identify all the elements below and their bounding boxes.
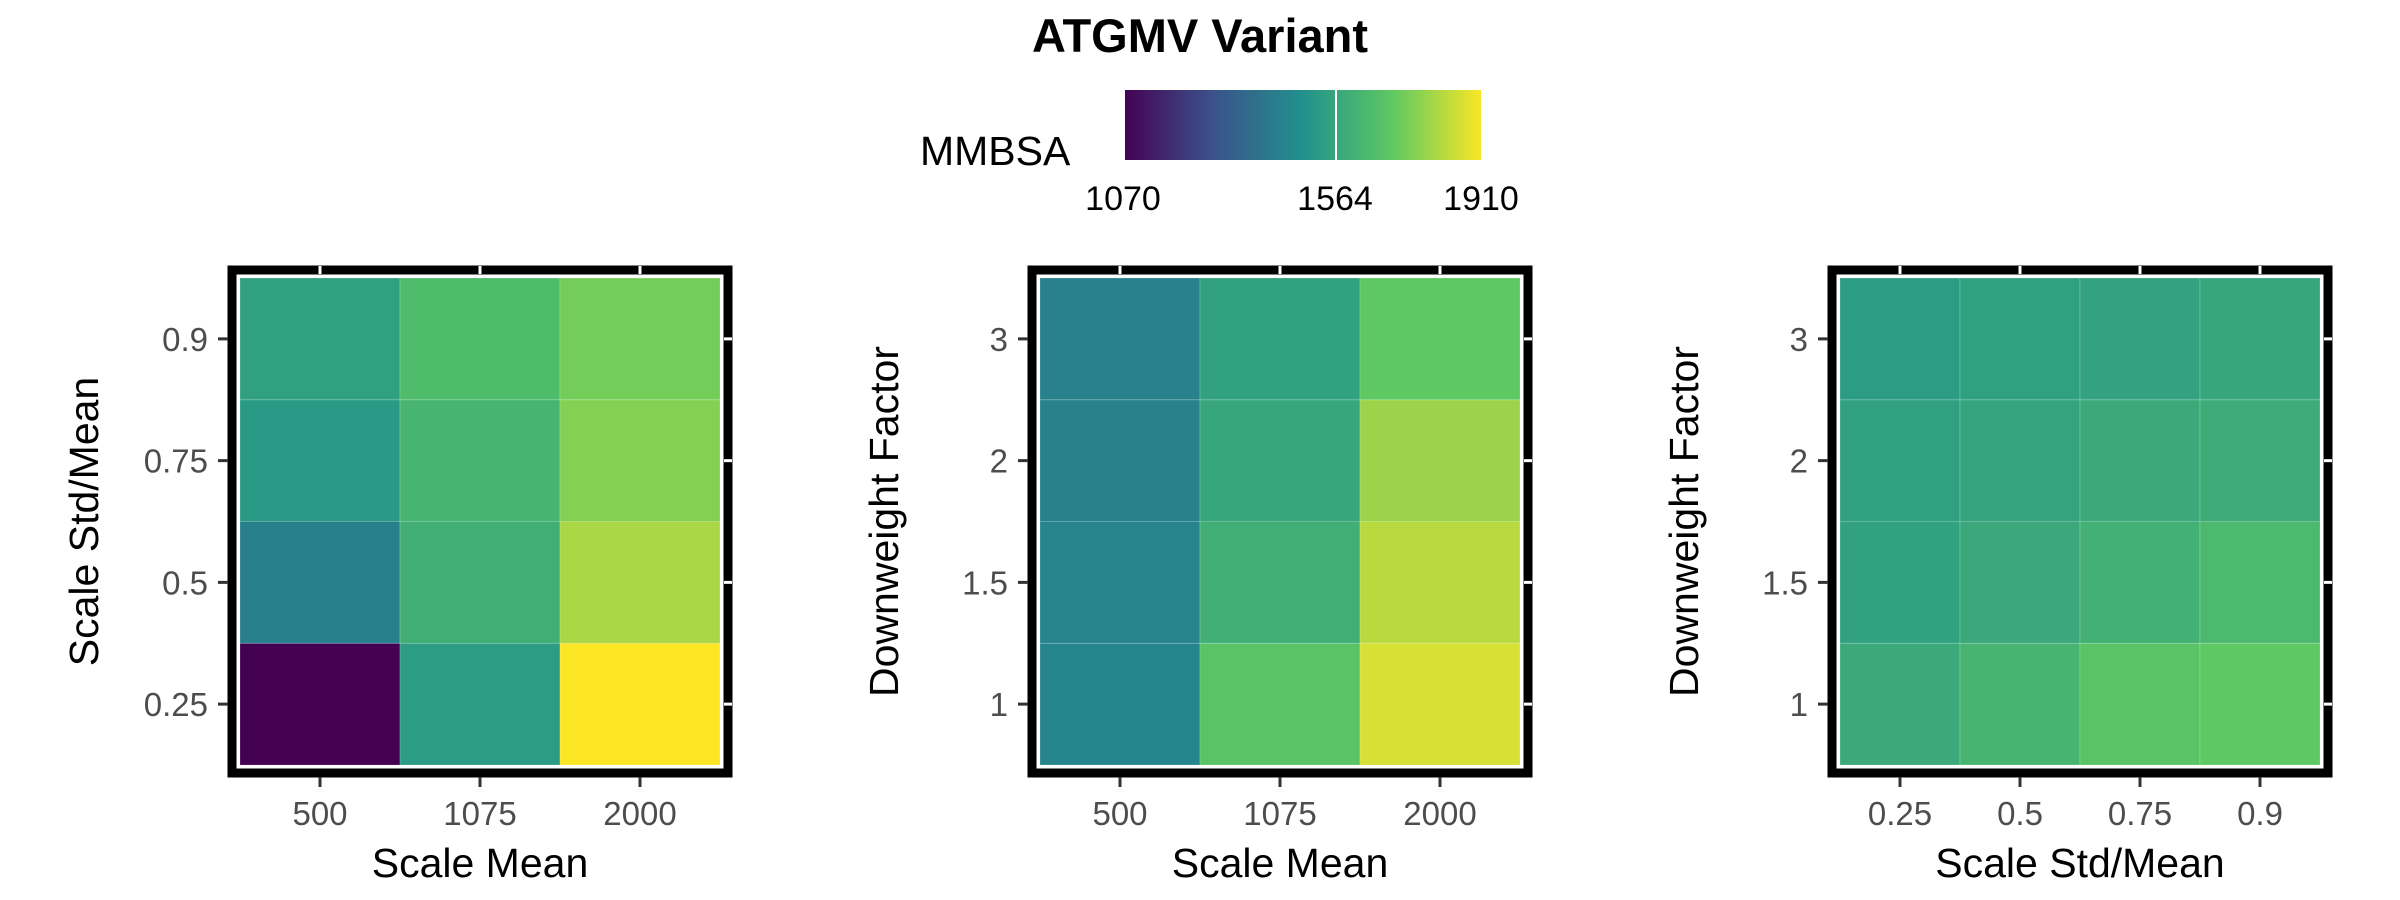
y-axis-label: Downweight Factor <box>861 346 907 697</box>
heatmap-cell <box>559 277 721 401</box>
heatmap-cell <box>1039 642 1201 766</box>
heatmap-cell <box>239 642 401 766</box>
heatmap-cell <box>2199 521 2321 644</box>
heatmap-cell <box>1959 642 2081 766</box>
heatmap-cell <box>1359 521 1521 644</box>
y-axis-label: Downweight Factor <box>1661 346 1707 697</box>
x-tick-label: 1075 <box>443 795 516 832</box>
y-tick-label: 1 <box>1790 686 1808 723</box>
heatmap-cell <box>239 399 401 522</box>
y-tick-label: 2 <box>990 443 1008 480</box>
y-tick-label: 3 <box>990 321 1008 358</box>
x-tick-label: 0.75 <box>2108 795 2172 832</box>
chart-title: ATGMV Variant <box>1031 9 1369 62</box>
heatmap-cell <box>2199 277 2321 401</box>
x-tick-label: 500 <box>292 795 347 832</box>
heatmap-cell <box>1199 277 1361 401</box>
x-axis-label: Scale Mean <box>372 840 589 886</box>
heatmap-cell <box>2199 642 2321 766</box>
y-tick-label: 1.5 <box>962 564 1008 601</box>
heatmap-cell <box>2199 399 2321 522</box>
legend-title: MMBSA <box>920 128 1071 174</box>
heatmap-cell <box>399 642 561 766</box>
panel-border <box>1827 265 2333 778</box>
x-tick-label: 0.9 <box>2237 795 2283 832</box>
heatmap-cell <box>2079 521 2201 644</box>
panel-inner-border <box>1036 274 1524 769</box>
heatmap-cell <box>2079 277 2201 401</box>
x-tick-label: 500 <box>1092 795 1147 832</box>
heatmap-cell <box>559 399 721 522</box>
heatmap-cell <box>1839 521 1961 644</box>
heatmap-cell <box>1839 642 1961 766</box>
panel-inner-border <box>1836 274 2324 769</box>
y-tick-label: 3 <box>1790 321 1808 358</box>
heatmap-cell <box>1039 277 1201 401</box>
heatmap-cell <box>1039 399 1201 522</box>
x-axis-label: Scale Std/Mean <box>1935 840 2224 886</box>
legend-tick-label: 1070 <box>1085 180 1161 218</box>
x-axis-label: Scale Mean <box>1172 840 1389 886</box>
heatmap-cell <box>1359 399 1521 522</box>
heatmap-cell <box>399 399 561 522</box>
y-tick-label: 0.9 <box>162 321 208 358</box>
x-tick-label: 2000 <box>603 795 676 832</box>
heatmap-cell <box>239 521 401 644</box>
heatmap-cell <box>1039 521 1201 644</box>
legend-tick-label: 1564 <box>1297 180 1373 218</box>
y-tick-label: 1 <box>990 686 1008 723</box>
heatmap-cell <box>1359 642 1521 766</box>
y-tick-label: 1.5 <box>1762 564 1808 601</box>
legend-colorbar <box>1123 90 1483 160</box>
heatmap-cell <box>399 521 561 644</box>
y-tick-label: 0.25 <box>144 686 208 723</box>
legend-tick-mark <box>1335 90 1337 160</box>
legend-tick-mark <box>1123 90 1125 160</box>
heatmap-cell <box>1959 521 2081 644</box>
y-axis-label: Scale Std/Mean <box>61 377 107 666</box>
legend-tick-mark <box>1481 90 1483 160</box>
heatmap-cell <box>2079 399 2201 522</box>
heatmap-cell <box>239 277 401 401</box>
x-tick-label: 1075 <box>1243 795 1316 832</box>
heatmap-cell <box>1959 277 2081 401</box>
x-tick-label: 0.25 <box>1868 795 1932 832</box>
heatmap-cell <box>1199 399 1361 522</box>
y-tick-label: 0.5 <box>162 564 208 601</box>
heatmap-cell <box>1359 277 1521 401</box>
heatmap-cell <box>1959 399 2081 522</box>
heatmap-cell <box>1839 277 1961 401</box>
heatmap-cell <box>559 642 721 766</box>
heatmap-cell <box>399 277 561 401</box>
y-tick-label: 0.75 <box>144 443 208 480</box>
heatmap-cell <box>559 521 721 644</box>
panel-inner-border <box>236 274 724 769</box>
y-tick-label: 2 <box>1790 443 1808 480</box>
heatmap-cell <box>1199 521 1361 644</box>
x-tick-label: 0.5 <box>1997 795 2043 832</box>
heatmap-cell <box>1839 399 1961 522</box>
heatmap-cell <box>2079 642 2201 766</box>
legend-tick-label: 1910 <box>1443 180 1519 218</box>
x-tick-label: 2000 <box>1403 795 1476 832</box>
heatmap-cell <box>1199 642 1361 766</box>
